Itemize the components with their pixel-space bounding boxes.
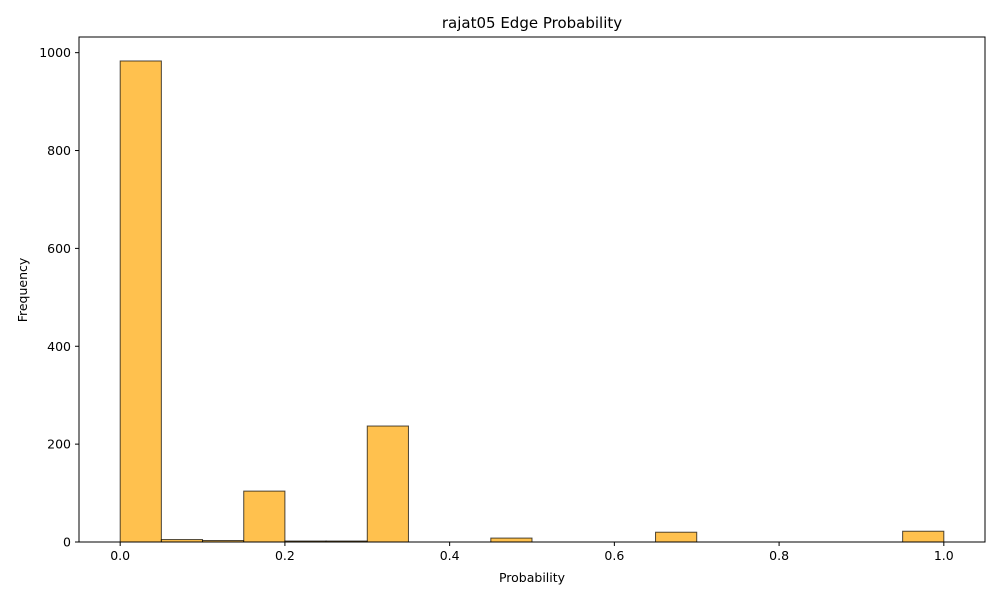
y-tick-label: 0 (63, 535, 71, 550)
y-axis-label: Frequency (15, 257, 30, 322)
histogram-bar (243, 490, 286, 543)
histogram-bar (490, 537, 533, 543)
x-axis-label: Probability (499, 570, 566, 585)
y-tick-label: 800 (47, 143, 71, 158)
x-tick-label: 0.6 (604, 548, 624, 563)
histogram-bar (119, 60, 162, 543)
histogram-bar (902, 530, 945, 543)
x-tick-label: 0.2 (275, 548, 295, 563)
x-tick-label: 1.0 (934, 548, 954, 563)
ticks: 0.0 0.2 0.4 0.6 0.8 1.0 0 200 400 600 800 1000 (39, 45, 954, 563)
y-tick-label: 1000 (39, 45, 71, 60)
histogram-bar (655, 531, 698, 543)
x-tick-label: 0.8 (769, 548, 789, 563)
bars (119, 60, 945, 543)
x-tick-label: 0.4 (440, 548, 460, 563)
histogram-bar (366, 425, 409, 543)
y-tick-label: 600 (47, 241, 71, 256)
plot-frame (78, 36, 986, 543)
x-tick-label: 0.0 (110, 548, 130, 563)
chart-title: rajat05 Edge Probability (442, 14, 622, 32)
y-tick-label: 200 (47, 437, 71, 452)
y-tick-label: 400 (47, 339, 71, 354)
